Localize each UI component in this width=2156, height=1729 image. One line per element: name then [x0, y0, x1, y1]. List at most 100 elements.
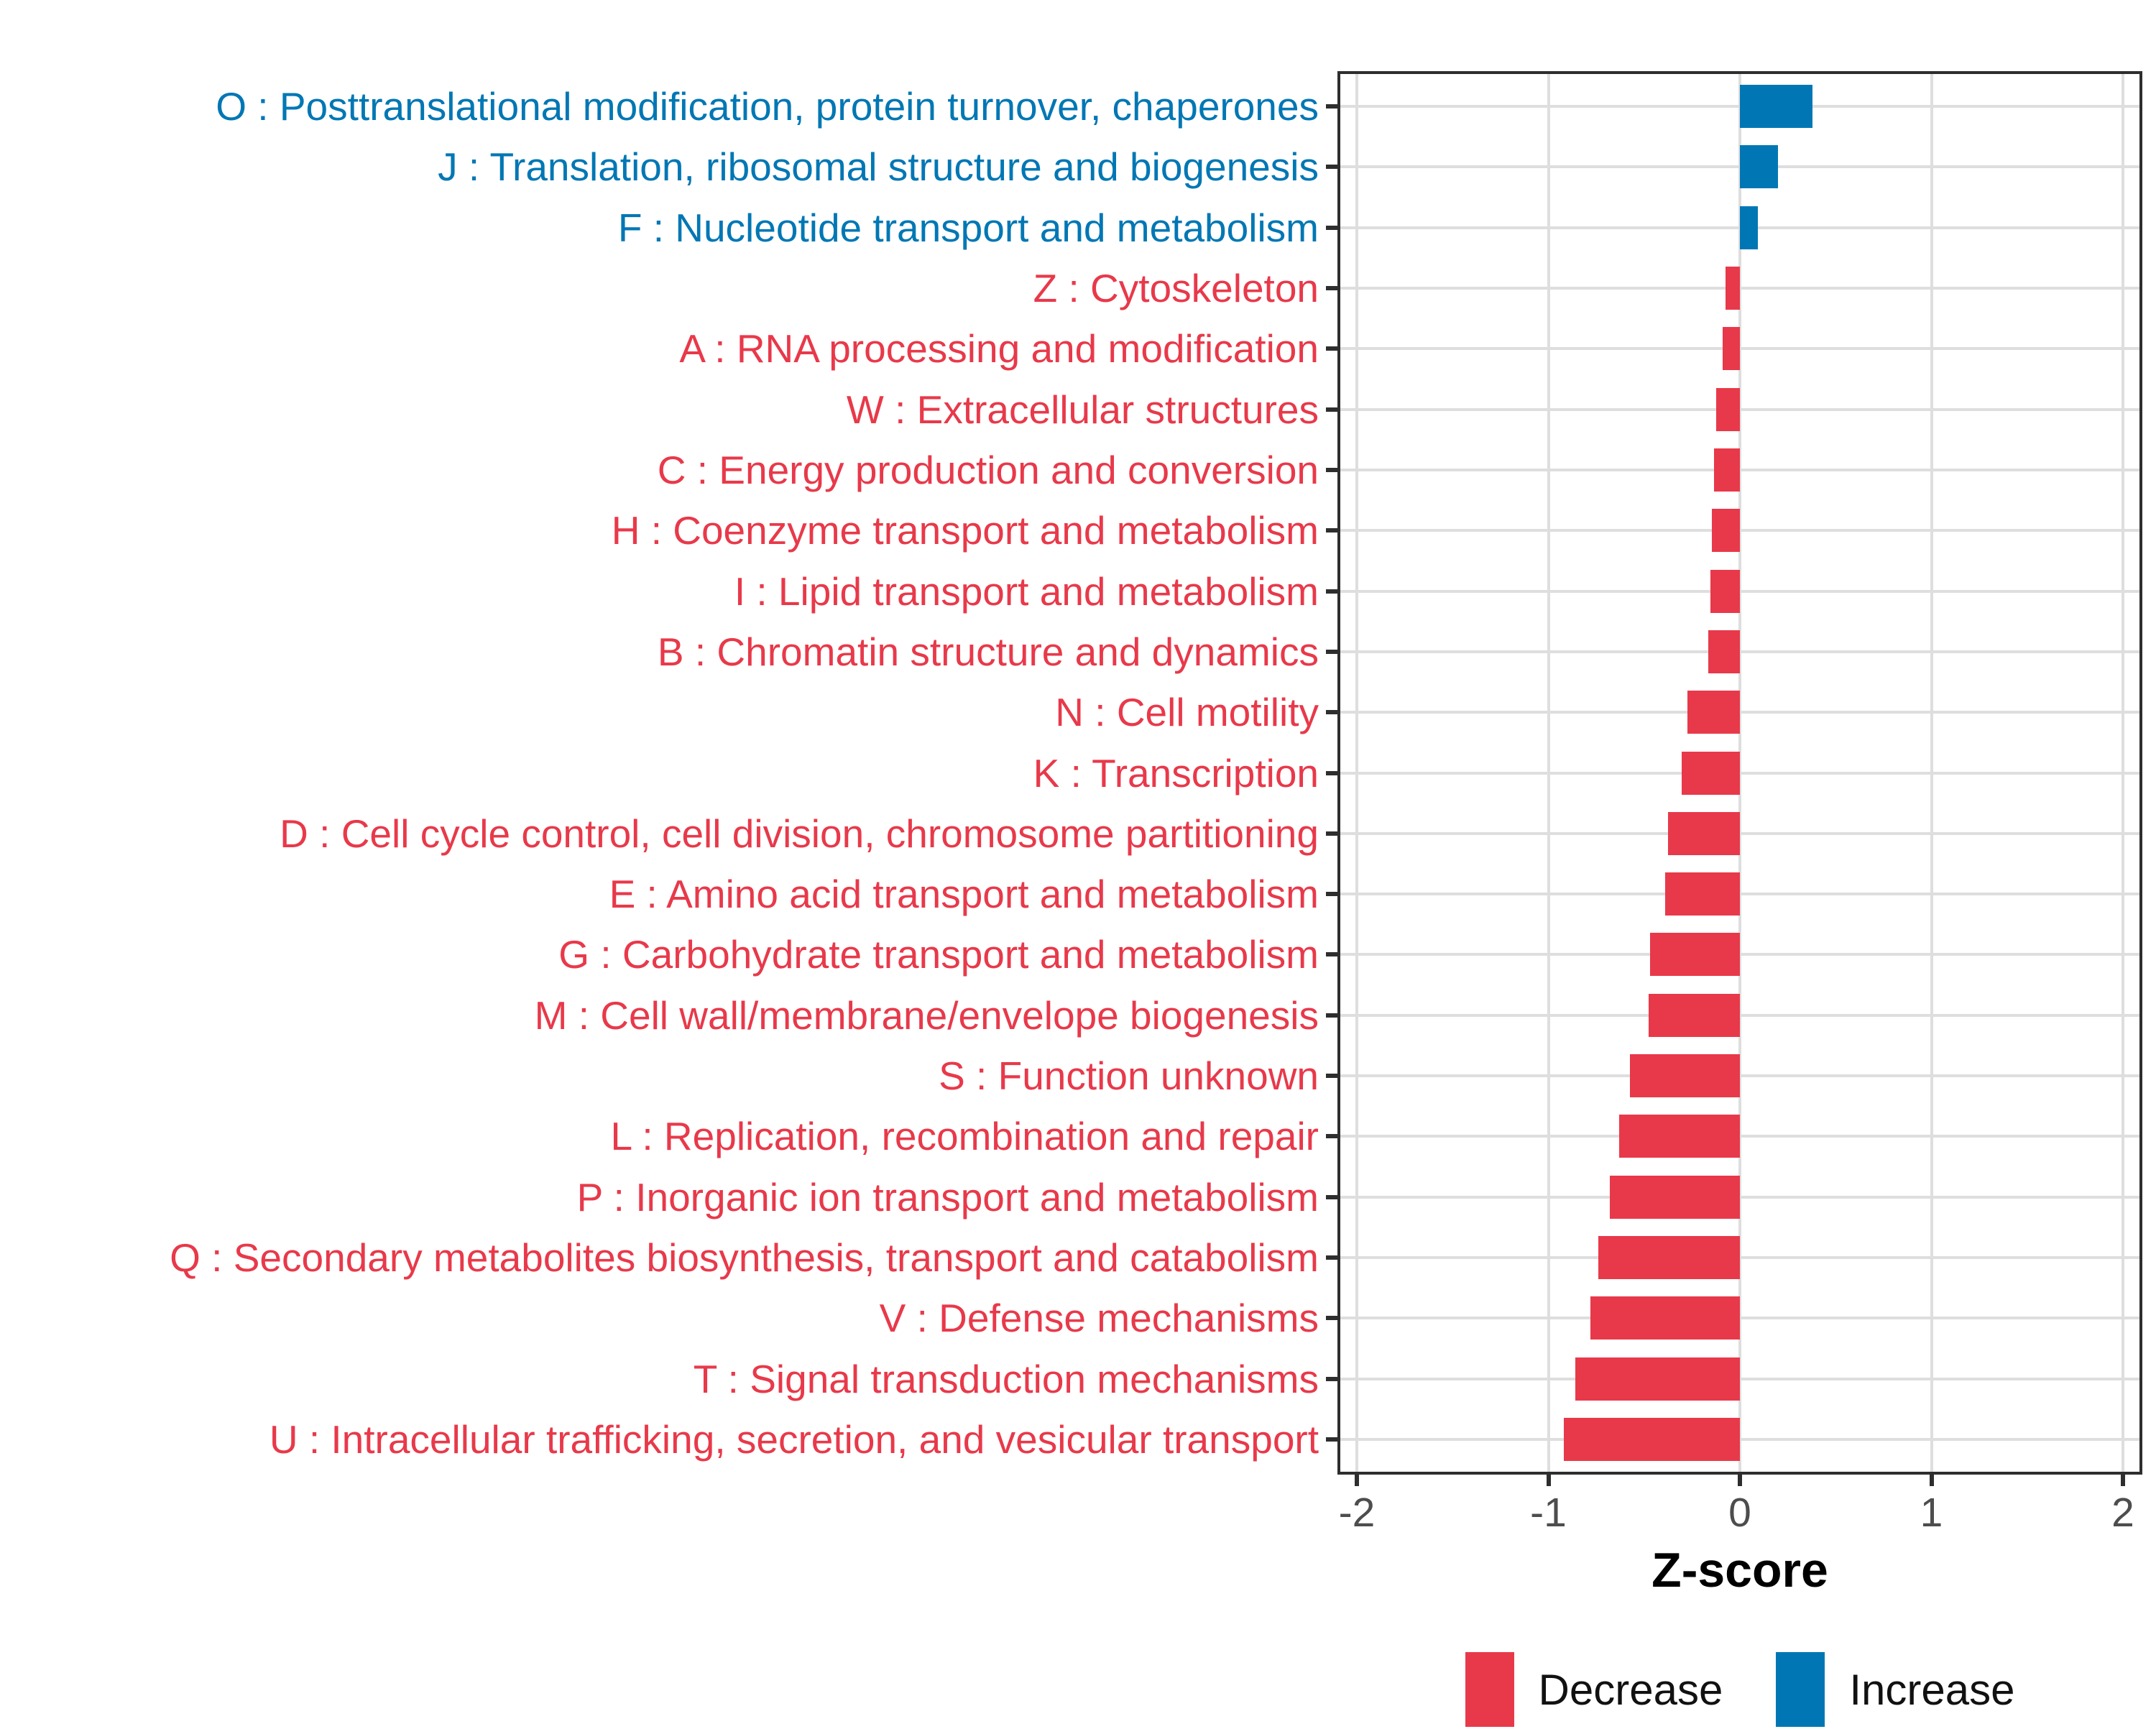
- bar-C: [1714, 448, 1740, 492]
- legend-label-decrease: Decrease: [1538, 1665, 1723, 1714]
- bar-E: [1665, 872, 1740, 916]
- gridline-row: [1340, 347, 2139, 351]
- y-tick: [1326, 1074, 1337, 1079]
- y-axis-label: S : Function unknown: [939, 1053, 1319, 1099]
- bar-S: [1629, 1054, 1740, 1098]
- gridline-row: [1340, 1195, 2139, 1199]
- y-tick: [1326, 589, 1337, 594]
- y-axis-label: H : Coenzyme transport and metabolism: [611, 508, 1319, 553]
- y-axis-label: T : Signal transduction mechanisms: [693, 1356, 1319, 1401]
- y-tick: [1326, 165, 1337, 170]
- y-axis-label: Q : Secondary metabolites biosynthesis, …: [170, 1235, 1319, 1281]
- gridline-row: [1340, 468, 2139, 471]
- y-axis-label: O : Posttranslational modification, prot…: [216, 84, 1319, 129]
- y-tick: [1326, 1255, 1337, 1260]
- x-tick-label: -1: [1530, 1490, 1567, 1536]
- legend-label-increase: Increase: [1849, 1665, 2015, 1714]
- y-axis-label: Z : Cytoskeleton: [1033, 265, 1319, 310]
- gridline-row: [1340, 1074, 2139, 1078]
- y-tick: [1326, 346, 1337, 351]
- bar-A: [1723, 327, 1740, 371]
- bar-W: [1715, 387, 1740, 431]
- y-tick: [1326, 770, 1337, 775]
- bar-L: [1619, 1115, 1740, 1158]
- y-tick: [1326, 1194, 1337, 1199]
- y-axis-label: C : Energy production and conversion: [657, 447, 1319, 492]
- x-tick-label: 2: [2111, 1490, 2134, 1536]
- y-tick: [1326, 1376, 1337, 1381]
- gridline-row: [1340, 893, 2139, 896]
- y-axis-label: A : RNA processing and modification: [679, 326, 1319, 372]
- gridline-row: [1340, 529, 2139, 532]
- plot-panel: [1337, 71, 2142, 1475]
- gridline-row: [1340, 831, 2139, 835]
- y-axis-label: D : Cell cycle control, cell division, c…: [280, 811, 1319, 856]
- bar-B: [1708, 630, 1740, 673]
- x-tick: [1929, 1475, 1934, 1486]
- y-axis-label: P : Inorganic ion transport and metaboli…: [576, 1174, 1319, 1219]
- legend-item-decrease: Decrease: [1465, 1652, 1723, 1727]
- legend-item-increase: Increase: [1776, 1652, 2014, 1727]
- y-axis-label: L : Replication, recombination and repai…: [610, 1114, 1319, 1159]
- y-tick: [1326, 407, 1337, 412]
- bar-H: [1712, 509, 1740, 553]
- legend: Decrease Increase: [1337, 1650, 2142, 1729]
- y-axis-label: W : Extracellular structures: [846, 387, 1319, 432]
- y-axis-label: J : Translation, ribosomal structure and…: [438, 144, 1319, 190]
- y-tick: [1326, 1437, 1337, 1442]
- gridline-row: [1340, 286, 2139, 290]
- bar-G: [1649, 933, 1740, 977]
- gridline-row: [1340, 650, 2139, 653]
- y-tick: [1326, 952, 1337, 957]
- bar-J: [1740, 145, 1779, 189]
- bar-T: [1575, 1357, 1740, 1401]
- y-tick: [1326, 892, 1337, 897]
- gridline-row: [1340, 711, 2139, 714]
- y-tick: [1326, 1013, 1337, 1018]
- y-tick: [1326, 831, 1337, 836]
- gridline-row: [1340, 407, 2139, 411]
- gridline-row: [1340, 1438, 2139, 1442]
- bar-K: [1681, 751, 1740, 795]
- y-axis-label: K : Transcription: [1033, 750, 1319, 796]
- y-axis-label: B : Chromatin structure and dynamics: [657, 629, 1319, 674]
- legend-swatch-decrease: [1465, 1652, 1514, 1727]
- bar-O: [1740, 85, 1813, 128]
- bar-N: [1687, 691, 1740, 734]
- x-tick-label: 1: [1920, 1490, 1943, 1536]
- bar-I: [1710, 569, 1740, 613]
- gridline-row: [1340, 1317, 2139, 1320]
- gridline-row: [1340, 953, 2139, 956]
- y-axis-label: G : Carbohydrate transport and metabolis…: [558, 932, 1319, 977]
- bar-D: [1668, 811, 1740, 855]
- y-axis-label: F : Nucleotide transport and metabolism: [617, 205, 1319, 250]
- y-tick: [1326, 710, 1337, 715]
- y-axis-label: V : Defense mechanisms: [879, 1296, 1319, 1341]
- bar-V: [1590, 1296, 1740, 1340]
- x-tick-label: 0: [1728, 1490, 1751, 1536]
- gridline-row: [1340, 589, 2139, 593]
- y-tick: [1326, 104, 1337, 109]
- gridline-row: [1340, 771, 2139, 775]
- y-tick: [1326, 467, 1337, 472]
- x-axis-title: Z-score: [1651, 1543, 1828, 1597]
- y-tick: [1326, 1316, 1337, 1321]
- y-tick: [1326, 285, 1337, 290]
- gridline-row: [1340, 1135, 2139, 1138]
- y-tick: [1326, 649, 1337, 654]
- y-axis-label: I : Lipid transport and metabolism: [734, 568, 1319, 614]
- bar-Z: [1726, 266, 1740, 310]
- y-tick: [1326, 1134, 1337, 1139]
- y-tick: [1326, 528, 1337, 533]
- x-tick: [2121, 1475, 2125, 1486]
- x-tick-label: -2: [1338, 1490, 1376, 1536]
- y-axis-label: U : Intracellular trafficking, secretion…: [269, 1417, 1319, 1462]
- y-axis-label: N : Cell motility: [1055, 690, 1319, 735]
- bar-P: [1609, 1175, 1740, 1219]
- y-axis-label: M : Cell wall/membrane/envelope biogenes…: [534, 992, 1319, 1038]
- y-tick: [1326, 225, 1337, 230]
- gridline-row: [1340, 1013, 2139, 1017]
- x-tick: [1355, 1475, 1359, 1486]
- bar-M: [1649, 993, 1740, 1037]
- bar-Q: [1598, 1236, 1740, 1280]
